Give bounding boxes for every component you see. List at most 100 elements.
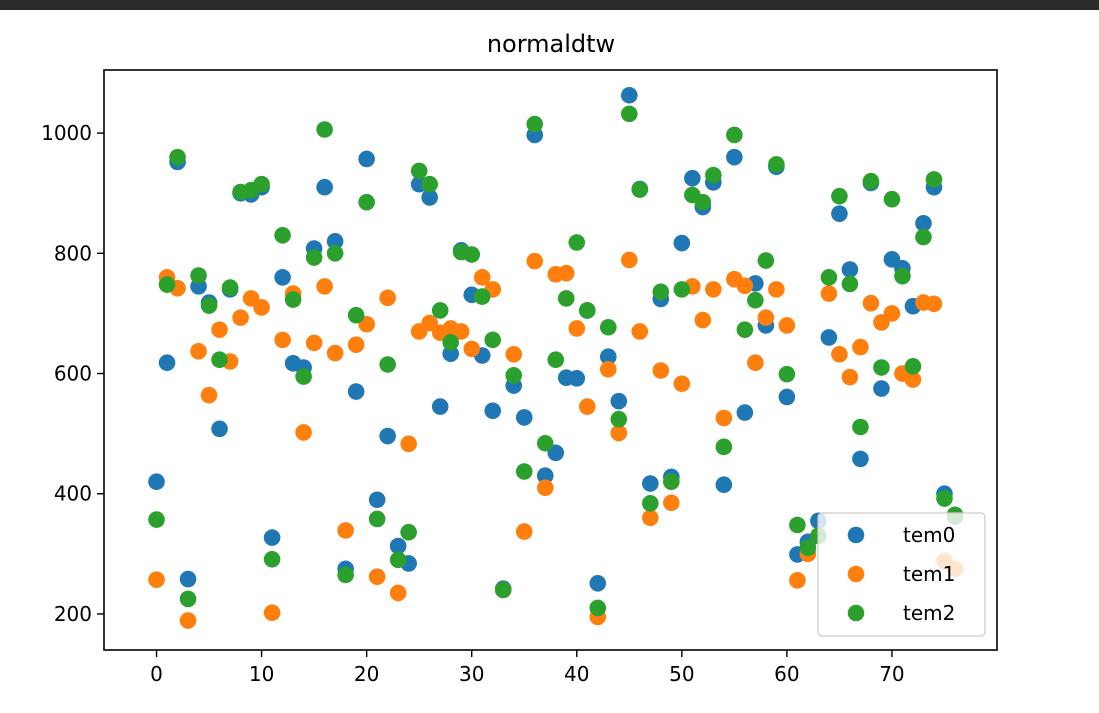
data-point-tem1: [337, 522, 354, 539]
data-point-tem0: [148, 473, 165, 491]
data-point-tem0: [841, 261, 859, 278]
data-point-tem2: [799, 539, 817, 557]
data-point-tem0: [211, 420, 228, 438]
data-point-tem1: [747, 354, 764, 372]
data-point-tem0: [347, 383, 365, 400]
data-point-tem1: [200, 386, 218, 404]
data-point-tem2: [473, 288, 491, 305]
data-point-tem1: [379, 289, 396, 307]
data-point-tem2: [326, 245, 344, 262]
data-point-tem1: [463, 340, 481, 358]
legend-label: tem2: [903, 601, 955, 625]
data-point-tem2: [494, 581, 512, 599]
data-point-tem2: [862, 172, 880, 190]
data-point-tem1: [610, 424, 628, 442]
data-point-tem1: [925, 295, 943, 313]
data-point-tem2: [274, 226, 291, 244]
data-point-tem2: [642, 495, 659, 512]
data-point-tem0: [599, 348, 617, 365]
data-point-tem2: [179, 590, 197, 608]
data-point-tem0: [873, 380, 890, 397]
data-point-tem1: [620, 251, 638, 269]
data-point-tem1: [715, 409, 733, 427]
data-point-tem2: [620, 105, 638, 123]
data-point-tem2: [347, 306, 365, 324]
x-tick-label: 10: [249, 662, 274, 686]
data-point-tem2: [295, 368, 312, 385]
data-point-tem1: [831, 345, 848, 363]
data-point-tem2: [431, 302, 449, 319]
data-point-tem2: [169, 148, 186, 166]
data-point-tem1: [400, 435, 417, 453]
data-point-tem0: [431, 398, 449, 415]
data-point-tem1: [179, 612, 197, 629]
data-point-tem2: [652, 283, 670, 301]
data-point-tem2: [284, 291, 302, 308]
data-point-tem0: [263, 529, 281, 546]
legend-box: [817, 512, 986, 637]
data-point-tem2: [883, 190, 901, 208]
legend-label: tem1: [903, 562, 955, 586]
data-point-tem1: [642, 509, 659, 527]
data-point-tem1: [599, 361, 617, 378]
data-points: [148, 86, 964, 629]
data-point-tem1: [568, 320, 586, 337]
data-point-tem0: [610, 392, 628, 410]
data-point-tem2: [316, 121, 333, 138]
data-point-tem1: [557, 264, 575, 282]
data-point-tem1: [862, 294, 880, 312]
data-point-tem2: [158, 276, 176, 293]
data-point-tem2: [253, 175, 270, 193]
data-point-tem1: [452, 323, 470, 340]
x-tick-label: 50: [669, 662, 694, 686]
legend-label: tem0: [903, 523, 955, 547]
x-tick-label: 70: [879, 662, 904, 686]
data-point-tem1: [526, 252, 544, 270]
data-point-tem0: [389, 537, 407, 555]
data-point-tem2: [904, 358, 922, 375]
data-point-tem1: [841, 368, 859, 386]
data-point-tem2: [463, 246, 481, 263]
series-tem2: [148, 105, 964, 617]
data-point-tem2: [568, 234, 586, 251]
data-point-tem0: [852, 450, 869, 468]
legend-marker-tem1: [847, 565, 865, 583]
data-point-tem0: [274, 269, 291, 286]
data-point-tem2: [442, 333, 459, 351]
data-point-tem2: [736, 321, 754, 338]
y-tick-label: 200: [54, 602, 92, 626]
data-point-tem1: [368, 568, 386, 585]
data-point-tem1: [852, 338, 869, 356]
data-point-tem1: [736, 277, 754, 295]
data-point-tem1: [316, 278, 333, 295]
data-point-tem1: [904, 371, 922, 388]
data-point-tem1: [421, 314, 438, 332]
data-point-tem0: [326, 232, 344, 250]
data-point-tem2: [789, 516, 806, 534]
data-point-tem2: [610, 410, 628, 428]
x-tick-label: 60: [774, 662, 799, 686]
data-point-tem0: [484, 402, 502, 420]
data-point-tem0: [684, 169, 701, 187]
data-point-tem0: [379, 427, 396, 445]
data-point-tem1: [505, 345, 523, 363]
data-point-tem0: [568, 370, 586, 387]
data-point-tem1: [536, 479, 554, 497]
data-point-tem2: [873, 359, 890, 376]
legend-marker-tem2: [847, 604, 865, 622]
data-point-tem2: [894, 267, 911, 285]
data-point-tem2: [148, 511, 165, 528]
data-point-tem1: [694, 311, 712, 329]
data-point-tem2: [715, 438, 733, 456]
data-point-tem0: [589, 574, 607, 592]
x-tick-label: 0: [150, 662, 163, 686]
data-point-tem0: [536, 467, 554, 484]
data-point-tem2: [841, 275, 859, 293]
data-point-tem0: [368, 491, 386, 509]
data-point-tem2: [410, 162, 428, 180]
data-point-tem2: [599, 318, 617, 336]
data-point-tem2: [358, 193, 375, 211]
data-point-tem1: [389, 584, 407, 602]
data-point-tem2: [578, 302, 596, 319]
y-tick-label: 400: [54, 482, 92, 506]
